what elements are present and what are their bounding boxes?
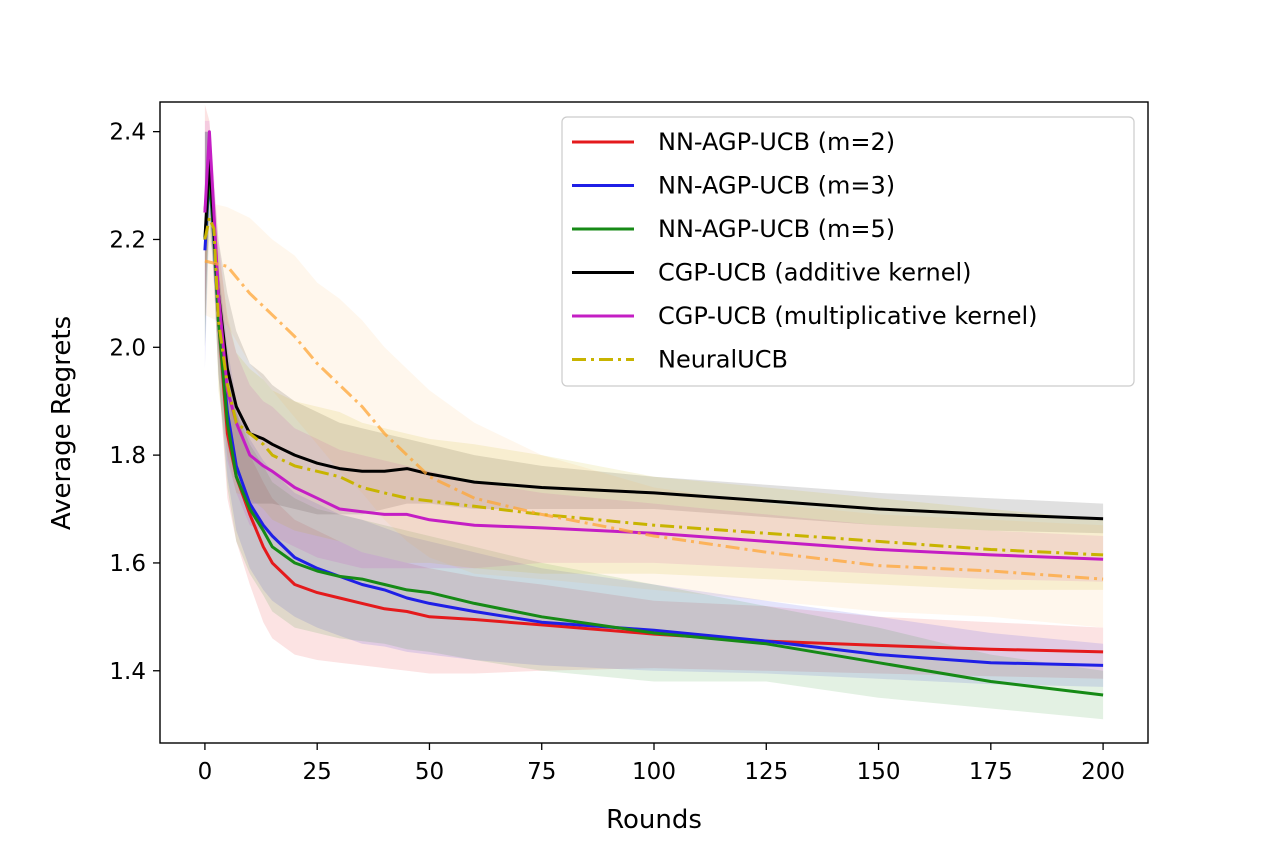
confidence-band-5 xyxy=(204,120,1104,582)
x-tick-label: 175 xyxy=(969,759,1013,785)
series-line-7 xyxy=(204,259,1104,581)
confidence-band-1 xyxy=(204,104,1104,679)
legend-label-4: CGP-UCB (additive kernel) xyxy=(658,259,972,287)
x-tick-label: 100 xyxy=(632,759,676,785)
legend-label-1: NN-AGP-UCB (m=2) xyxy=(658,128,895,156)
legend-label-5: CGP-UCB (multiplicative kernel) xyxy=(658,302,1038,330)
y-axis-label: Average Regrets xyxy=(47,316,77,530)
x-tick-label: 200 xyxy=(1081,759,1125,785)
legend-label-2: NN-AGP-UCB (m=3) xyxy=(658,172,895,200)
y-tick-label: 2.2 xyxy=(109,227,146,253)
x-tick-label: 75 xyxy=(527,759,556,785)
confidence-band-2 xyxy=(204,131,1104,687)
confidence-band-3 xyxy=(204,131,1104,720)
confidence-band-4 xyxy=(204,131,1104,534)
legend-label-6: NeuralUCB xyxy=(658,346,788,374)
y-axis: 1.4 1.6 1.8 2.0 2.2 2.4 xyxy=(109,120,160,685)
y-tick-label: 1.6 xyxy=(109,551,146,577)
x-tick-label: 25 xyxy=(303,759,332,785)
y-tick-label: 1.4 xyxy=(109,659,146,685)
x-axis: 0 25 50 75 100 125 150 175 200 xyxy=(198,743,1125,785)
y-tick-label: 2.0 xyxy=(109,335,146,361)
legend: NN-AGP-UCB (m=2) NN-AGP-UCB (m=3) NN-AGP-U… xyxy=(561,116,1135,387)
x-axis-label: Rounds xyxy=(606,805,702,835)
series-line-6 xyxy=(203,216,1104,557)
series-lines xyxy=(203,130,1104,697)
legend-label-3: NN-AGP-UCB (m=5) xyxy=(658,215,895,243)
series-line-3 xyxy=(203,173,1104,697)
y-tick-label: 1.8 xyxy=(109,443,146,469)
x-tick-label: 125 xyxy=(744,759,788,785)
x-tick-label: 150 xyxy=(857,759,901,785)
y-tick-label: 2.4 xyxy=(109,120,146,146)
x-tick-label: 0 xyxy=(198,759,213,785)
legend-box xyxy=(561,116,1135,387)
x-tick-label: 50 xyxy=(415,759,444,785)
confidence-band-6 xyxy=(204,196,1104,590)
